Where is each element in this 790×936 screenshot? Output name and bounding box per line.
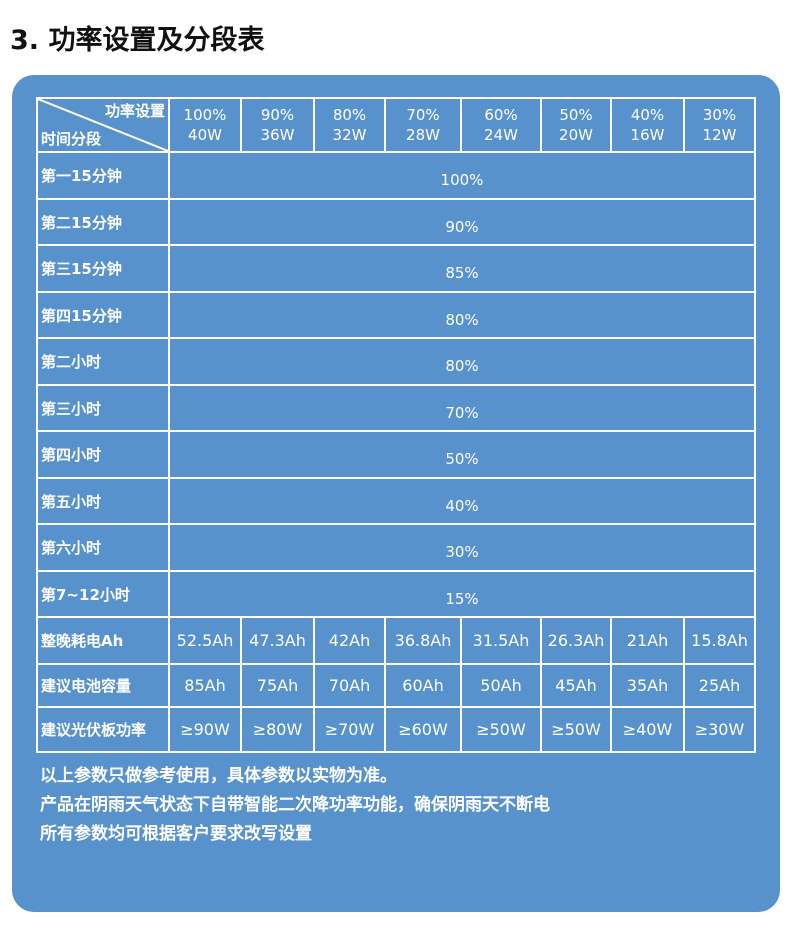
spec-value: 21Ah: [610, 616, 685, 665]
power-label: 功率设置: [104, 102, 165, 120]
spec-value: ≥80W: [240, 706, 315, 753]
spec-label: 建议电池容量: [36, 663, 170, 708]
spec-row: 整晚耗电Ah 52.5Ah 47.3Ah 42Ah 36.8Ah 31.5Ah 26.3Ah…: [36, 616, 756, 665]
spec-value: 15.8Ah: [683, 616, 756, 665]
spec-value: 60Ah: [384, 663, 462, 708]
spec-value: ≥40W: [610, 706, 685, 753]
segment-value: 70%: [168, 383, 756, 432]
segment-row: 第四15分钟 80%: [36, 290, 756, 339]
column-pct: 40%: [630, 106, 665, 124]
column-header: 50% 20W: [540, 97, 612, 153]
column-pct: 30%: [702, 106, 737, 124]
spec-value: 36.8Ah: [384, 616, 462, 665]
column-watt: 16W: [630, 126, 665, 144]
column-watt: 24W: [484, 126, 518, 144]
diagonal-header-cell: 功率设置 时间分段: [36, 97, 170, 153]
column-watt: 32W: [332, 126, 367, 144]
segment-value: 80%: [168, 290, 756, 339]
segment-row: 第六小时 30%: [36, 523, 756, 572]
column-watt: 28W: [406, 126, 440, 144]
section-title: 3. 功率设置及分段表: [10, 25, 265, 56]
spec-value: ≥50W: [460, 706, 542, 753]
segment-value: 30%: [168, 523, 756, 572]
segment-value: 50%: [168, 430, 756, 479]
segment-value: 90%: [168, 197, 756, 246]
power-table: 功率设置 时间分段 100% 40W 90% 36W 80% 32W 70% 28W 60% 24W 5…: [36, 97, 756, 753]
segment-label: 第四小时: [36, 430, 170, 479]
spec-value: ≥90W: [168, 706, 242, 753]
spec-value: 35Ah: [610, 663, 685, 708]
column-pct: 70%: [406, 106, 440, 124]
column-header: 30% 12W: [683, 97, 756, 153]
segment-row: 第三小时 70%: [36, 383, 756, 432]
segment-label: 第五小时: [36, 476, 170, 525]
column-watt: 40W: [188, 126, 222, 144]
spec-value: 31.5Ah: [460, 616, 542, 665]
segment-value: 85%: [168, 244, 756, 293]
segment-value: 80%: [168, 337, 756, 386]
note: 以上参数只做参考使用，具体参数以实物为准。: [40, 766, 397, 786]
column-watt: 20W: [559, 126, 593, 144]
segment-label: 第二15分钟: [36, 197, 170, 246]
segment-row: 第三15分钟 85%: [36, 244, 756, 293]
time-label: 时间分段: [41, 130, 102, 148]
spec-label: 建议光伏板功率: [36, 706, 170, 753]
segment-row: 第四小时 50%: [36, 430, 756, 479]
segment-row: 第7~12小时 15%: [36, 569, 756, 618]
spec-label: 整晚耗电Ah: [36, 616, 170, 665]
segment-row: 第二小时 80%: [36, 337, 756, 386]
column-watt: 36W: [260, 126, 295, 144]
column-header: 70% 28W: [384, 97, 462, 153]
segment-row: 第二15分钟 90%: [36, 197, 756, 246]
column-header: 60% 24W: [460, 97, 542, 153]
note: 所有参数均可根据客户要求改写设置: [40, 824, 312, 844]
spec-value: ≥70W: [313, 706, 386, 753]
column-pct: 80%: [332, 106, 367, 124]
segment-value: 15%: [168, 569, 756, 618]
column-pct: 50%: [559, 106, 593, 124]
spec-value: 47.3Ah: [240, 616, 315, 665]
segment-label: 第四15分钟: [36, 290, 170, 339]
segment-value: 100%: [168, 151, 756, 200]
spec-value: 50Ah: [460, 663, 542, 708]
segment-label: 第六小时: [36, 523, 170, 572]
header-row: 功率设置 时间分段 100% 40W 90% 36W 80% 32W 70% 28W 60% 24W 5…: [36, 97, 756, 153]
segment-row: 第五小时 40%: [36, 476, 756, 525]
column-header: 90% 36W: [240, 97, 315, 153]
spec-value: 70Ah: [313, 663, 386, 708]
column-pct: 60%: [484, 106, 518, 124]
column-watt: 12W: [702, 126, 737, 144]
segment-value: 40%: [168, 476, 756, 525]
column-header: 100% 40W: [168, 97, 242, 153]
spec-value: 85Ah: [168, 663, 242, 708]
segment-label: 第三15分钟: [36, 244, 170, 293]
column-pct: 90%: [260, 106, 295, 124]
spec-value: ≥30W: [683, 706, 756, 753]
segment-label: 第二小时: [36, 337, 170, 386]
notes: 以上参数只做参考使用，具体参数以实物为准。 产品在阴雨天气状态下自带智能二次降功…: [40, 762, 550, 849]
spec-value: 75Ah: [240, 663, 315, 708]
spec-value: 45Ah: [540, 663, 612, 708]
spec-value: 42Ah: [313, 616, 386, 665]
spec-value: ≥60W: [384, 706, 462, 753]
spec-row: 建议电池容量 85Ah 75Ah 70Ah 60Ah 50Ah 45Ah 35Ah 25Ah: [36, 663, 756, 708]
column-pct: 100%: [183, 106, 227, 124]
spec-value: ≥50W: [540, 706, 612, 753]
spec-value: 25Ah: [683, 663, 756, 708]
column-header: 40% 16W: [610, 97, 685, 153]
column-header: 80% 32W: [313, 97, 386, 153]
segment-label: 第三小时: [36, 383, 170, 432]
note: 产品在阴雨天气状态下自带智能二次降功率功能，确保阴雨天不断电: [40, 795, 550, 815]
segment-label: 第7~12小时: [36, 569, 170, 618]
spec-row: 建议光伏板功率 ≥90W ≥80W ≥70W ≥60W ≥50W ≥50W ≥40W ≥30W: [36, 706, 756, 753]
spec-value: 52.5Ah: [168, 616, 242, 665]
spec-value: 26.3Ah: [540, 616, 612, 665]
segment-label: 第一15分钟: [36, 151, 170, 200]
segment-row: 第一15分钟 100%: [36, 151, 756, 200]
